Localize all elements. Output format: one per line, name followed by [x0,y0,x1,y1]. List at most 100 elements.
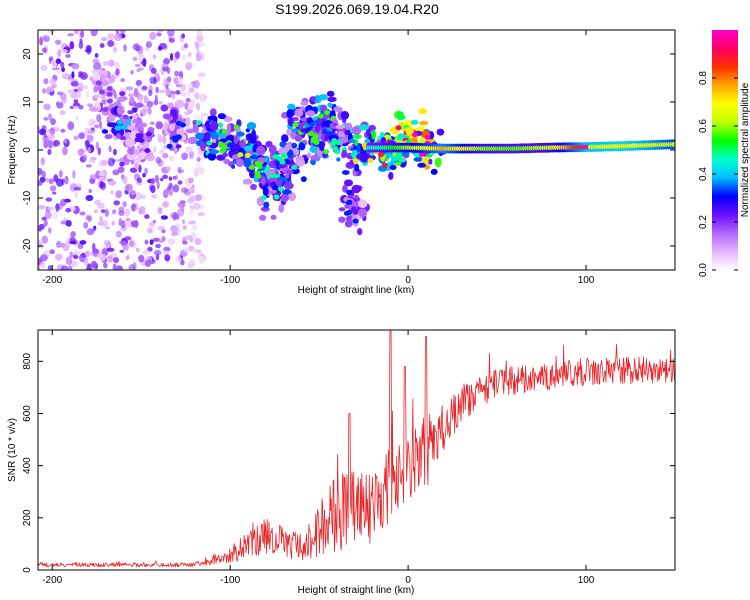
noise-speckle [152,54,157,60]
spectral-blob [106,122,117,128]
noise-speckle [38,223,45,230]
noise-speckle [125,219,134,229]
snr-ytick-label: 800 [22,353,33,370]
noise-speckle [94,124,100,129]
noise-speckle [163,246,171,251]
noise-speckle [155,243,162,249]
spectral-blob [187,136,198,145]
noise-speckle [185,234,191,240]
noise-speckle [138,254,145,263]
noise-speckle [56,178,64,187]
spectrogram-ytick-label: 10 [22,96,33,108]
noise-speckle [182,246,190,251]
noise-speckle [84,85,88,90]
noise-speckle [86,263,92,270]
spectrogram-xtick-label: 100 [578,275,595,286]
spectral-blob [275,179,282,187]
noise-speckle [70,231,76,238]
spectral-blob [319,142,325,151]
noise-speckle [113,200,120,206]
spectral-blob [338,207,346,212]
noise-speckle [188,177,194,184]
spectral-peak [116,119,123,125]
spectral-blob [388,171,394,180]
spectral-peak [180,122,187,128]
noise-speckle [56,69,61,75]
spectral-peak [102,107,109,112]
noise-speckle [191,233,198,240]
spectral-peak [308,131,314,136]
noise-speckle [112,209,117,215]
noise-speckle [72,102,80,108]
spectral-blob [410,119,419,125]
noise-speckle [129,167,138,173]
noise-speckle [196,163,202,170]
spectral-blob [174,99,185,108]
noise-speckle [90,260,98,269]
noise-speckle [141,85,148,91]
spectral-blob [371,129,376,140]
spectral-blob [428,158,433,165]
noise-speckle [80,30,85,38]
noise-speckle [156,181,160,190]
noise-speckle [153,100,159,106]
noise-speckle [99,43,105,48]
noise-speckle [60,128,66,133]
noise-speckle [73,135,79,141]
spectrogram-marks [38,30,675,270]
spectral-peak [277,186,284,192]
spectral-blob [280,193,290,202]
spectral-blob [329,122,335,129]
spectral-blob [120,77,125,83]
noise-speckle [47,149,52,155]
colorbar: 0.0 0.2 0.4 0.6 0.8 Normalized spectral ampl… [698,30,750,277]
spectral-peak [281,152,288,158]
spectral-blob [359,124,370,131]
spectral-blob [344,220,353,228]
noise-speckle [151,177,155,185]
noise-speckle [168,37,175,43]
noise-speckle [45,177,50,183]
noise-speckle [48,113,52,121]
noise-speckle [112,148,117,156]
spectral-blob [219,132,226,139]
snr-xlabel: Height of straight line (km) [298,585,415,596]
figure-title: S199.2026.069.19.04.R20 [275,1,439,17]
spectral-blob [279,141,287,148]
noise-speckle [181,152,189,161]
noise-speckle [61,67,65,73]
spectral-blob [296,159,306,167]
spectral-blob [413,157,424,162]
spectral-blob [341,150,348,158]
noise-speckle [165,166,171,171]
spectral-peak [206,140,213,146]
spectral-blob [231,164,236,169]
colorbar-tick-label: 0.6 [698,119,709,133]
snr-xtick-label: 0 [405,575,411,586]
spectral-blob [288,192,296,202]
noise-speckle [43,141,49,149]
spectral-blob [291,142,298,149]
noise-speckle [135,45,141,52]
spectral-peak [237,152,244,158]
noise-speckle [144,214,150,219]
noise-speckle [128,264,136,270]
spectral-blob [351,125,362,135]
spectral-blob [357,228,363,236]
noise-speckle [115,158,120,162]
noise-speckle [100,209,106,214]
spectral-blob [380,136,387,144]
noise-speckle [124,236,132,241]
noise-speckle [41,235,49,244]
noise-speckle [55,203,60,212]
spectral-blob [290,131,297,140]
spectral-blob [335,124,346,130]
noise-speckle [43,103,51,111]
spectral-blob [434,157,442,168]
spectral-blob [309,122,315,127]
spectral-blob [98,69,108,78]
noise-speckle [94,199,101,206]
noise-speckle [47,265,53,270]
noise-speckle [115,265,123,270]
spectral-blob [246,122,257,130]
